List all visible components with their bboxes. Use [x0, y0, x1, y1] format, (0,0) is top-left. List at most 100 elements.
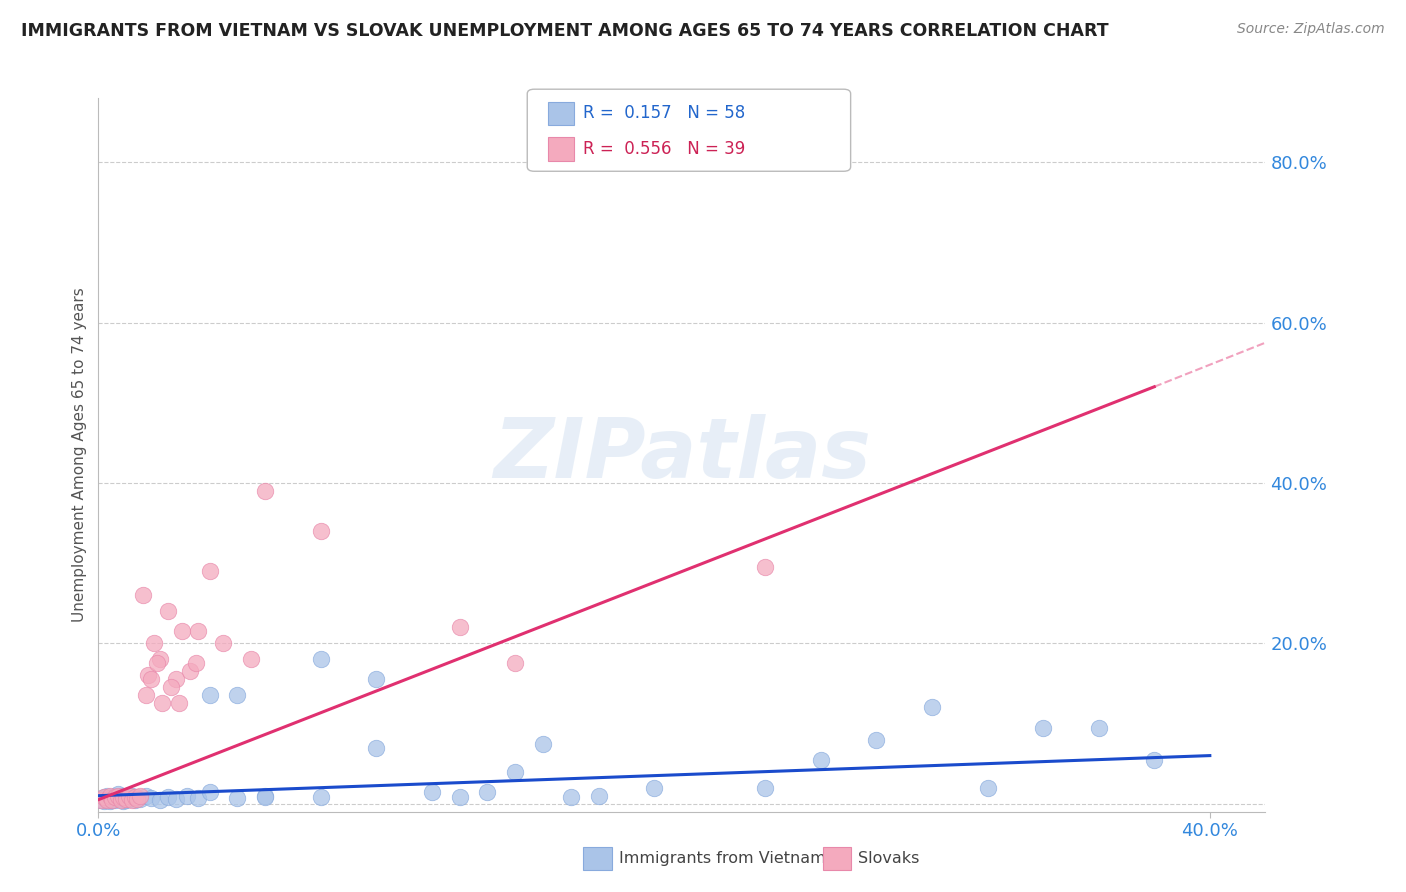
Point [165, 792, 187, 806]
Point [754, 780, 776, 795]
Point [107, 787, 129, 801]
Point [98, 789, 121, 803]
Point [226, 791, 249, 805]
Point [101, 793, 124, 807]
Text: R =  0.157   N = 58: R = 0.157 N = 58 [583, 104, 745, 122]
Point [159, 681, 181, 695]
Point [1032, 721, 1054, 735]
Point [90, 793, 112, 807]
Point [96, 793, 118, 807]
Point [503, 657, 526, 671]
Point [104, 789, 127, 803]
Point [98, 794, 121, 808]
Text: IMMIGRANTS FROM VIETNAM VS SLOVAK UNEMPLOYMENT AMONG AGES 65 TO 74 YEARS CORRELA: IMMIGRANTS FROM VIETNAM VS SLOVAK UNEMPL… [21, 22, 1109, 40]
Point [118, 792, 141, 806]
Point [226, 689, 249, 703]
Point [104, 790, 127, 805]
Text: Source: ZipAtlas.com: Source: ZipAtlas.com [1237, 22, 1385, 37]
Text: Slovaks: Slovaks [858, 851, 920, 865]
Point [184, 657, 207, 671]
Point [187, 791, 209, 805]
Point [503, 764, 526, 779]
Point [921, 700, 943, 714]
Point [309, 790, 332, 805]
Point [240, 652, 263, 666]
Point [107, 789, 129, 803]
Point [865, 732, 887, 747]
Point [132, 588, 155, 602]
Point [477, 785, 499, 799]
Point [754, 560, 776, 574]
Point [449, 790, 471, 805]
Point [1143, 753, 1166, 767]
Point [93, 790, 115, 805]
Point [110, 789, 132, 803]
Point [115, 792, 138, 806]
Point [93, 794, 115, 808]
Point [127, 792, 149, 806]
Point [141, 673, 163, 687]
Point [366, 673, 388, 687]
Point [643, 780, 665, 795]
Point [121, 793, 143, 807]
Point [93, 790, 115, 805]
Point [254, 790, 277, 805]
Point [449, 620, 471, 634]
Point [112, 791, 135, 805]
Point [531, 737, 554, 751]
Point [148, 652, 170, 666]
Point [115, 790, 138, 805]
Point [309, 652, 332, 666]
Point [112, 794, 135, 808]
Text: R =  0.556   N = 39: R = 0.556 N = 39 [583, 140, 745, 158]
Point [98, 791, 121, 805]
Point [560, 790, 582, 805]
Point [90, 793, 112, 807]
Point [198, 564, 221, 578]
Point [366, 740, 388, 755]
Point [124, 790, 146, 805]
Point [198, 785, 221, 799]
Text: ZIPatlas: ZIPatlas [494, 415, 870, 495]
Point [127, 790, 149, 805]
Point [135, 789, 157, 804]
Point [1087, 721, 1109, 735]
Point [309, 524, 332, 538]
Point [165, 673, 187, 687]
Point [588, 789, 610, 803]
Point [141, 791, 163, 805]
Point [176, 789, 198, 803]
Point [115, 793, 138, 807]
Y-axis label: Unemployment Among Ages 65 to 74 years: Unemployment Among Ages 65 to 74 years [72, 287, 87, 623]
Point [101, 793, 124, 807]
Point [110, 792, 132, 806]
Point [129, 792, 152, 806]
Point [104, 793, 127, 807]
Point [420, 785, 443, 799]
Point [129, 789, 152, 803]
Point [118, 789, 141, 803]
Point [156, 604, 179, 618]
Point [148, 793, 170, 807]
Point [198, 689, 221, 703]
Point [212, 636, 235, 650]
Point [143, 636, 166, 650]
Point [170, 624, 193, 639]
Point [187, 624, 209, 639]
Point [150, 697, 173, 711]
Point [138, 668, 160, 682]
Point [110, 793, 132, 807]
Point [254, 483, 277, 498]
Point [146, 657, 169, 671]
Point [156, 790, 179, 805]
Point [118, 789, 141, 803]
Point [167, 697, 190, 711]
Point [124, 793, 146, 807]
Point [107, 790, 129, 805]
Point [112, 790, 135, 805]
Point [96, 789, 118, 803]
Point [976, 780, 998, 795]
Point [121, 789, 143, 804]
Point [101, 790, 124, 805]
Point [96, 793, 118, 807]
